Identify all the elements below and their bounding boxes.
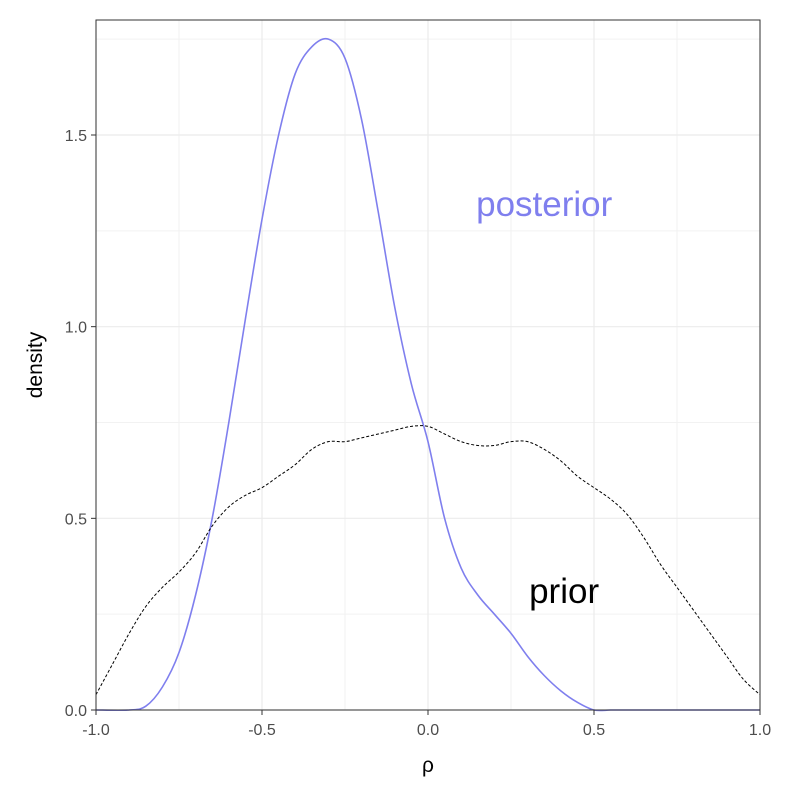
- major-gridlines: [95, 20, 761, 711]
- x-tick-label: -1.0: [82, 722, 110, 739]
- y-tick-label: 0.0: [65, 703, 87, 720]
- y-tick-label: 0.5: [65, 511, 87, 528]
- prior-label: prior: [529, 572, 599, 611]
- x-tick-label: 0.0: [417, 722, 439, 739]
- x-tick-label: -0.5: [248, 722, 276, 739]
- x-axis-ticks: -1.0 -0.5 0.0 0.5 1.0: [82, 710, 771, 739]
- y-axis-title: density: [24, 331, 47, 398]
- annotations: posterior prior: [476, 185, 613, 611]
- posterior-label: posterior: [476, 185, 613, 224]
- x-axis-title: ρ: [422, 754, 434, 777]
- y-tick-label: 1.0: [65, 320, 87, 337]
- prior-line: [95, 425, 761, 696]
- y-tick-label: 1.5: [65, 128, 87, 145]
- y-axis-ticks: 0.0 0.5 1.0 1.5: [65, 128, 96, 720]
- x-tick-label: 1.0: [749, 722, 771, 739]
- x-tick-label: 0.5: [583, 722, 605, 739]
